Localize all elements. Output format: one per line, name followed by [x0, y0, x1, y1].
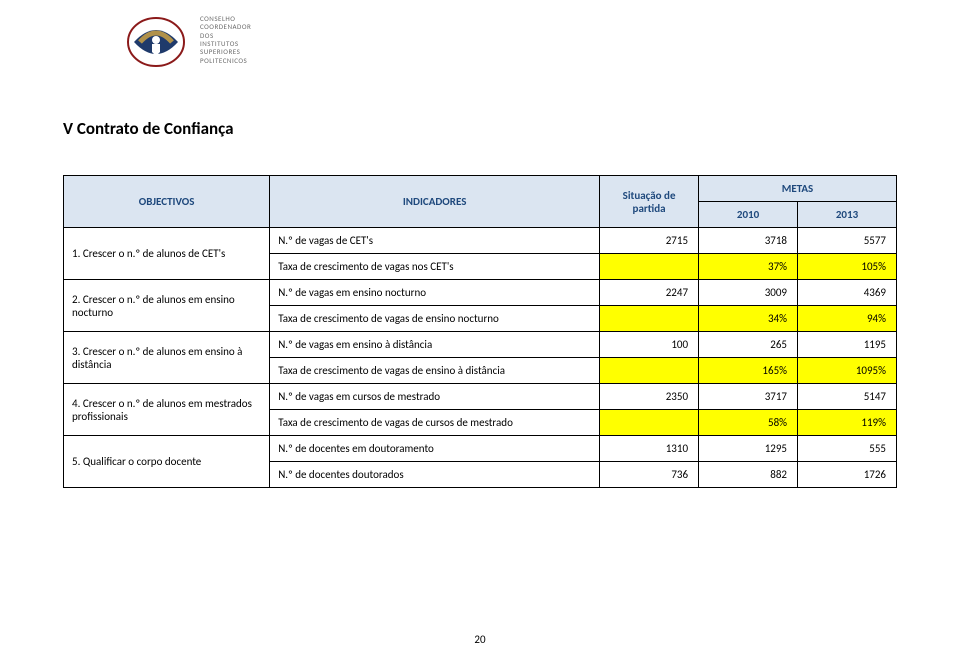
cell-value: 119%: [798, 410, 897, 436]
cell-value: 165%: [699, 358, 798, 384]
cell-value: 4369: [798, 280, 897, 306]
col-metas: METAS: [699, 176, 897, 202]
cell-objective: 1. Crescer o n.º de alunos de CET's: [64, 228, 270, 280]
cell-objective: 2. Crescer o n.º de alunos em ensino noc…: [64, 280, 270, 332]
cell-indicator: N.º de docentes em doutoramento: [270, 436, 600, 462]
logo-text-line: POLITECNICOS: [200, 57, 251, 65]
table-row: 5. Qualificar o corpo docente N.º de doc…: [64, 436, 897, 462]
cell-value: 1195: [798, 332, 897, 358]
cell-value: 37%: [699, 254, 798, 280]
cell-value: 555: [798, 436, 897, 462]
page-title: V Contrato de Confiança: [0, 70, 960, 139]
logo-icon: [124, 10, 188, 70]
table-row: 4. Crescer o n.º de alunos em mestrados …: [64, 384, 897, 410]
cell-value: [600, 254, 699, 280]
page-header: CONSELHO COORDENADOR DOS INSTITUTOS SUPE…: [0, 0, 960, 70]
cell-value: 1295: [699, 436, 798, 462]
page-number: 20: [0, 633, 960, 646]
cell-objective: 4. Crescer o n.º de alunos em mestrados …: [64, 384, 270, 436]
col-2010: 2010: [699, 202, 798, 228]
cell-value: 1095%: [798, 358, 897, 384]
cell-value: 1310: [600, 436, 699, 462]
cell-objective: 3. Crescer o n.º de alunos em ensino à d…: [64, 332, 270, 384]
table-row: 3. Crescer o n.º de alunos em ensino à d…: [64, 332, 897, 358]
cell-value: 2247: [600, 280, 699, 306]
col-situacao: Situação de partida: [600, 176, 699, 228]
cell-value: 3009: [699, 280, 798, 306]
col-indicadores: INDICADORES: [270, 176, 600, 228]
cell-indicator: N.º de vagas em ensino à distância: [270, 332, 600, 358]
cell-value: 1726: [798, 462, 897, 488]
col-2013: 2013: [798, 202, 897, 228]
cell-value: [600, 410, 699, 436]
cell-value: 5147: [798, 384, 897, 410]
cell-value: [600, 306, 699, 332]
cell-value: 100: [600, 332, 699, 358]
cell-indicator: Taxa de crescimento de vagas de cursos d…: [270, 410, 600, 436]
cell-indicator: Taxa de crescimento de vagas de ensino à…: [270, 358, 600, 384]
cell-indicator: N.º de vagas em cursos de mestrado: [270, 384, 600, 410]
cell-value: 34%: [699, 306, 798, 332]
cell-value: 3718: [699, 228, 798, 254]
cell-indicator: N.º de vagas de CET's: [270, 228, 600, 254]
cell-indicator: Taxa de crescimento de vagas de ensino n…: [270, 306, 600, 332]
cell-value: 882: [699, 462, 798, 488]
cell-indicator: N.º de docentes doutorados: [270, 462, 600, 488]
cell-indicator: Taxa de crescimento de vagas nos CET's: [270, 254, 600, 280]
cell-objective: 5. Qualificar o corpo docente: [64, 436, 270, 488]
cell-value: 5577: [798, 228, 897, 254]
cell-indicator: N.º de vagas em ensino nocturno: [270, 280, 600, 306]
data-table: OBJECTIVOS INDICADORES Situação de parti…: [63, 175, 897, 488]
cell-value: 94%: [798, 306, 897, 332]
cell-value: 2715: [600, 228, 699, 254]
cell-value: 105%: [798, 254, 897, 280]
cell-value: 3717: [699, 384, 798, 410]
cell-value: 2350: [600, 384, 699, 410]
table-header-row: OBJECTIVOS INDICADORES Situação de parti…: [64, 176, 897, 202]
logo-text: CONSELHO COORDENADOR DOS INSTITUTOS SUPE…: [200, 15, 251, 65]
cell-value: 265: [699, 332, 798, 358]
cell-value: 58%: [699, 410, 798, 436]
table-row: 1. Crescer o n.º de alunos de CET's N.º …: [64, 228, 897, 254]
cell-value: [600, 358, 699, 384]
cell-value: 736: [600, 462, 699, 488]
table-row: 2. Crescer o n.º de alunos em ensino noc…: [64, 280, 897, 306]
table-container: OBJECTIVOS INDICADORES Situação de parti…: [0, 139, 960, 488]
col-objectivos: OBJECTIVOS: [64, 176, 270, 228]
